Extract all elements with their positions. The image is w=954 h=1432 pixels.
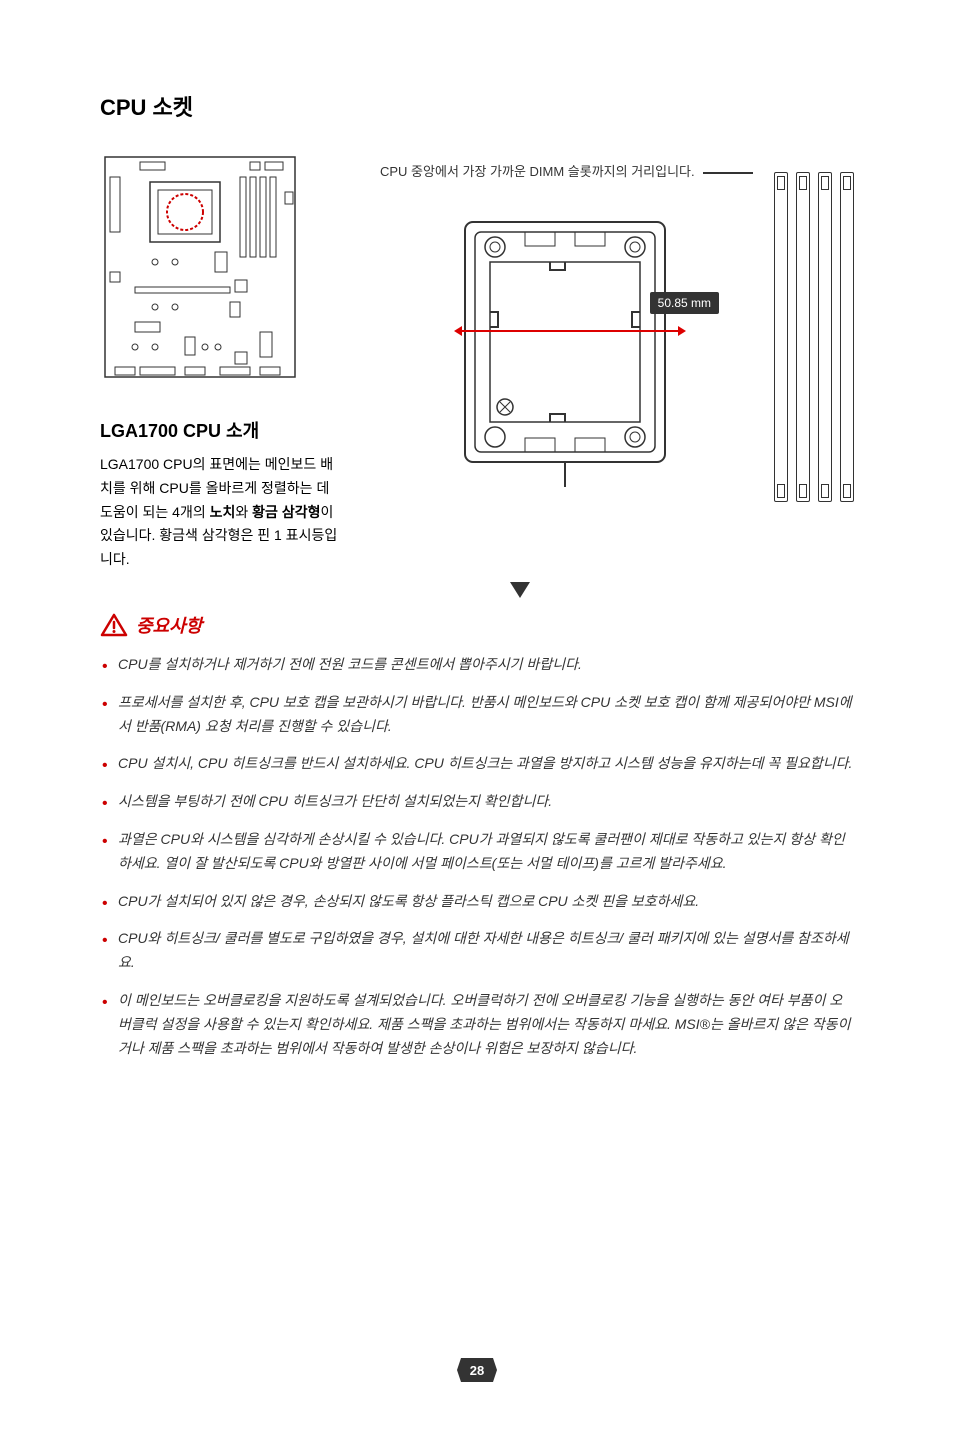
intro-b2: 황금 삼각형 [252, 504, 320, 520]
dimm-slot [796, 172, 810, 502]
left-column: LGA1700 CPU 소개 LGA1700 CPU의 표면에는 메인보드 배치… [100, 152, 340, 582]
subtitle: LGA1700 CPU 소개 [100, 417, 340, 443]
right-column: CPU 중앙에서 가장 가까운 DIMM 슬롯까지의 거리입니다. [370, 152, 854, 582]
dimm-distance-label: CPU 중앙에서 가장 가까운 DIMM 슬롯까지의 거리입니다. [380, 162, 695, 183]
dimm-label-wrap: CPU 중앙에서 가장 가까운 DIMM 슬롯까지의 거리입니다. [380, 162, 753, 183]
warning-item: CPU가 설치되어 있지 않은 경우, 손상되지 않도록 항상 플라스틱 캡으로… [100, 890, 854, 914]
socket-area: 50.85 mm [370, 202, 854, 582]
dimm-slot [774, 172, 788, 502]
warning-item: 프로세서를 설치한 후, CPU 보호 캡을 보관하시기 바랍니다. 반품시 메… [100, 691, 854, 739]
warning-list: CPU를 설치하거나 제거하기 전에 전원 코드를 콘센트에서 뽑아주시기 바랍… [100, 653, 854, 1060]
warning-item: CPU를 설치하거나 제거하기 전에 전원 코드를 콘센트에서 뽑아주시기 바랍… [100, 653, 854, 677]
warning-icon [100, 613, 128, 637]
motherboard-diagram [100, 152, 300, 382]
warning-item: 시스템을 부팅하기 전에 CPU 히트싱크가 단단히 설치되었는지 확인합니다. [100, 790, 854, 814]
warning-item: CPU 설치시, CPU 히트싱크를 반드시 설치하세요. CPU 히트싱크는 … [100, 752, 854, 776]
cpu-socket-diagram [450, 212, 680, 492]
intro-p2: 와 [235, 504, 252, 520]
warning-item: 과열은 CPU와 시스템을 심각하게 손상시킬 수 있습니다. CPU가 과열되… [100, 828, 854, 876]
top-section: LGA1700 CPU 소개 LGA1700 CPU의 표면에는 메인보드 배치… [100, 152, 854, 582]
warning-title: 중요사항 [136, 612, 202, 638]
page-number: 28 [457, 1358, 497, 1382]
dimm-slots [774, 172, 854, 502]
dimension-label: 50.85 mm [650, 292, 719, 314]
page-title: CPU 소켓 [100, 90, 854, 122]
dimension-arrow [460, 330, 680, 332]
warning-header: 중요사항 [100, 612, 854, 638]
dimm-slot [840, 172, 854, 502]
intro-b1: 노치 [210, 504, 236, 520]
warning-item: CPU와 히트싱크/ 쿨러를 별도로 구입하였을 경우, 설치에 대한 자세한 … [100, 927, 854, 975]
intro-text: LGA1700 CPU의 표면에는 메인보드 배치를 위해 CPU를 올바르게 … [100, 453, 340, 572]
pin1-triangle-icon [510, 582, 530, 598]
dimm-slot [818, 172, 832, 502]
warning-section: 중요사항 CPU를 설치하거나 제거하기 전에 전원 코드를 콘센트에서 뽑아주… [100, 612, 854, 1060]
dimm-label-line [703, 172, 753, 174]
warning-item: 이 메인보드는 오버클로킹을 지원하도록 설계되었습니다. 오버클럭하기 전에 … [100, 989, 854, 1060]
